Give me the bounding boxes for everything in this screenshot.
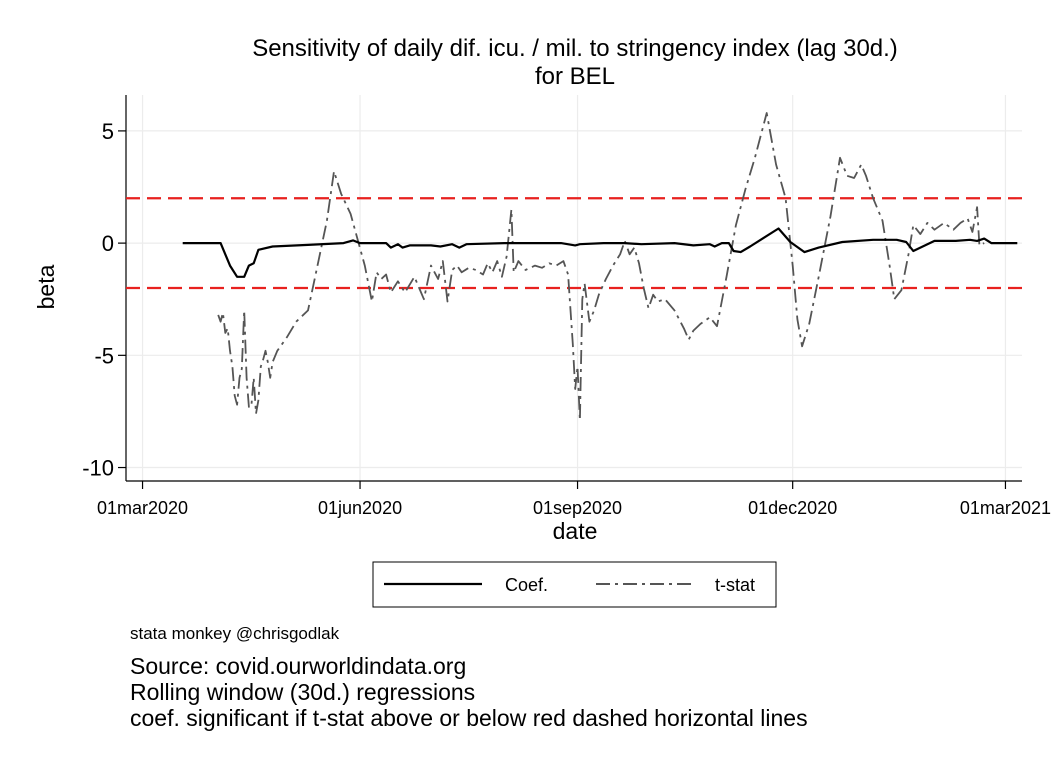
significance-note: coef. significant if t-stat above or bel… <box>130 705 808 731</box>
chart-title-line-1: Sensitivity of daily dif. icu. / mil. to… <box>252 35 898 62</box>
chart-title-line-2: for BEL <box>535 63 615 90</box>
y-tick-label-3: -10 <box>82 456 114 481</box>
series-line-coef <box>182 227 1018 278</box>
legend: Coef. t-stat <box>372 561 777 608</box>
y-tick-label-0: 5 <box>102 119 114 144</box>
y-axis-title: beta <box>33 264 59 309</box>
x-tick-label-3: 01dec2020 <box>748 498 837 518</box>
x-tick-label-2: 01sep2020 <box>533 498 622 518</box>
x-tick-label-4: 01mar2021 <box>960 498 1051 518</box>
method-note: Rolling window (30d.) regressions <box>130 679 476 705</box>
credit-text: stata monkey @chrisgodlak <box>130 624 340 643</box>
x-axis-title: date <box>553 518 598 544</box>
plot-area: 5 0 -5 -10 01mar2020 01jun2020 01sep2020 01dec2… <box>82 95 1051 518</box>
y-tick-label-2: -5 <box>94 343 114 368</box>
legend-label-coef: Coef. <box>505 575 548 595</box>
x-tick-label-0: 01mar2020 <box>97 498 188 518</box>
series-line-t-stat <box>217 112 985 422</box>
y-tick-label-1: 0 <box>102 231 114 256</box>
x-tick-label-1: 01jun2020 <box>318 498 402 518</box>
legend-label-tstat: t-stat <box>715 575 755 595</box>
source-note: Source: covid.ourworldindata.org <box>130 653 467 679</box>
